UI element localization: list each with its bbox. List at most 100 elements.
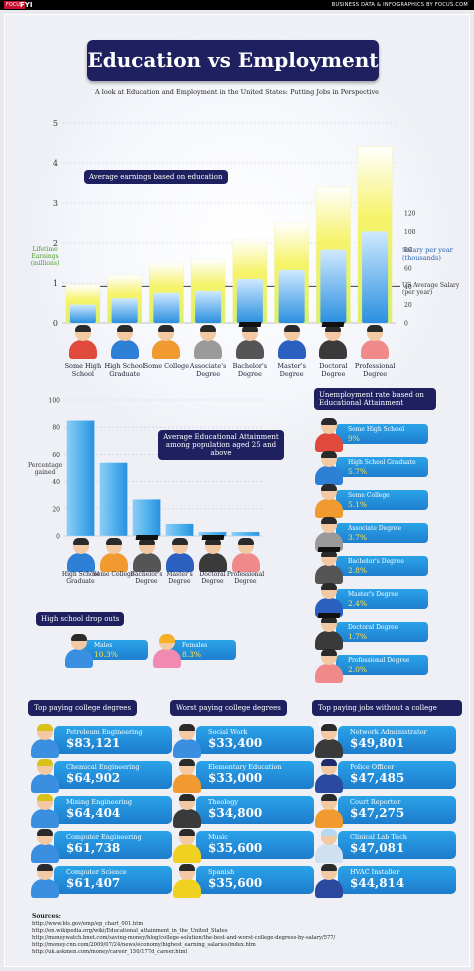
job-figure-icon (30, 724, 60, 758)
graduate-figure-icon (110, 325, 140, 359)
attainment-figure-icon (231, 538, 261, 572)
person-body (173, 774, 201, 793)
person-hair (138, 538, 155, 545)
salary-lists: Top paying college degrees Petroleum Engi… (28, 700, 468, 910)
person-body (277, 340, 306, 359)
earnings-y-tick: 3 (53, 199, 58, 208)
person-body (315, 774, 343, 793)
unemployment-row: Professional Degree 2.0% (314, 649, 444, 683)
person-hair (321, 724, 337, 731)
salary-item-value: $64,404 (66, 806, 121, 821)
salary-list-title: Worst paying college degrees (170, 700, 287, 716)
graduate-figure-icon (318, 322, 348, 359)
person-body (165, 553, 194, 572)
salary-bar (236, 279, 263, 323)
person-hair (321, 616, 337, 623)
attainment-bar (132, 499, 161, 537)
person-body (99, 553, 128, 572)
person-hair (321, 550, 337, 557)
graduate-figure-icon (151, 325, 181, 359)
earnings-y-tick: 5 (53, 119, 58, 128)
person-body (315, 844, 343, 863)
males-pill: Males 10.3% (82, 640, 148, 660)
salary-bar (362, 231, 389, 323)
person-body (31, 844, 59, 863)
salary-list: Top paying college degrees Petroleum Engi… (28, 700, 178, 910)
salary-item-name: Computer Science (66, 868, 127, 876)
unemployment-pill: Doctoral Degree 1.7% (336, 622, 428, 642)
salary-bar (111, 298, 138, 323)
job-figure-icon (314, 759, 344, 793)
person-hair (72, 538, 89, 545)
person-hair (171, 538, 188, 545)
person-body (361, 340, 390, 359)
attainment-category-label: High School Graduate (61, 571, 100, 586)
salary-list-item: Theology $34,800 (170, 792, 320, 828)
earnings-chart: 0 1 2 3 4 5 0 20 40 60 80 100 120 Average earnings b… (0, 110, 474, 390)
unemployment-row: Master's Degree 2.4% (314, 583, 444, 617)
header-credit: BUSINESS DATA & INFOGRAPHICS BY FOCUS.CO… (331, 2, 468, 8)
person-body (110, 340, 139, 359)
source-link[interactable]: http://uk.askmen.com/money/career_150/17… (32, 949, 188, 956)
salary-list-item: Computer Science $61,407 (28, 862, 178, 898)
earnings-y2-tick: 60 (404, 266, 412, 273)
person-hair (283, 325, 300, 332)
grad-cap-icon (317, 613, 341, 618)
person-hair (321, 829, 337, 836)
person-hair (321, 517, 337, 524)
salary-pill: Theology $34,800 (196, 796, 314, 824)
salary-pill: Computer Science $61,407 (54, 866, 172, 894)
earnings-y2-tick: 20 (404, 302, 412, 309)
female-figure-icon (152, 634, 182, 668)
person-hair (179, 829, 195, 836)
person-body (231, 553, 260, 572)
section-label: FYI (20, 1, 33, 9)
unemployment-pill: Bachelor's Degree 2.8% (336, 556, 428, 576)
earnings-y2-tick: 0 (404, 321, 408, 328)
person-hair (321, 794, 337, 801)
salary-list-item: Petroleum Engineering $83,121 (28, 722, 178, 758)
salary-item-value: $34,800 (208, 806, 263, 821)
salary-item-value: $83,121 (66, 736, 121, 751)
attainment-y-tick: 20 (52, 506, 60, 513)
unemployment-value: 3.7% (348, 532, 368, 542)
salary-pill: Computer Engineering $61,738 (54, 831, 172, 859)
attainment-category-label: Master's Degree (166, 571, 193, 586)
source-link[interactable]: http://moneywatch.bnet.com/saving-money/… (32, 935, 336, 942)
unemployment-pill: High School Graduate 5.7% (336, 457, 428, 477)
earnings-category-label: Associate's Degree (189, 362, 227, 378)
person-body (173, 809, 201, 828)
graduate-figure-icon (193, 325, 223, 359)
salary-pill: Petroleum Engineering $83,121 (54, 726, 172, 754)
job-figure-icon (172, 759, 202, 793)
unemployment-row: Bachelor's Degree 2.8% (314, 547, 444, 584)
salary-item-name: Court Reporter (350, 798, 401, 806)
person-hair (321, 649, 337, 656)
source-link[interactable]: http://www.bls.gov/emp/ep_chart_001.htm (32, 921, 144, 928)
attainment-y-label: Percentage gained (28, 462, 63, 476)
graduate-figure-icon (235, 322, 265, 359)
person-hair (237, 538, 254, 545)
earnings-category-label: Professional Degree (354, 362, 396, 378)
earnings-y2-tick: 80 (404, 247, 412, 254)
salary-list-item: Court Reporter $47,275 (312, 792, 462, 828)
dropouts-males: Males 10.3% (64, 632, 154, 668)
earnings-category-label: Some High School (64, 362, 102, 378)
attainment-y-tick: 40 (52, 479, 60, 486)
job-figure-icon (172, 724, 202, 758)
salary-item-name: Computer Engineering (66, 833, 142, 841)
source-link[interactable]: http://en.wikipedia.org/wiki/Educational… (32, 928, 228, 935)
page-title: Education vs Employment (87, 40, 379, 81)
earnings-y2-label: Salary per year (thousands) (402, 246, 453, 262)
person-body (319, 340, 348, 359)
unemployment-pill: Associate Degree 3.7% (336, 523, 428, 543)
person-body (315, 466, 343, 485)
person-body (315, 532, 343, 551)
salary-item-name: Chemical Engineering (66, 763, 140, 771)
person-hair (241, 325, 258, 332)
source-link[interactable]: http://money.cnn.com/2009/07/24/news/eco… (32, 942, 256, 949)
salary-pill: Court Reporter $47,275 (338, 796, 456, 824)
attainment-figure-icon (165, 538, 195, 572)
unemployment-figure-icon (314, 418, 344, 452)
salary-item-name: Social Work (208, 728, 248, 736)
